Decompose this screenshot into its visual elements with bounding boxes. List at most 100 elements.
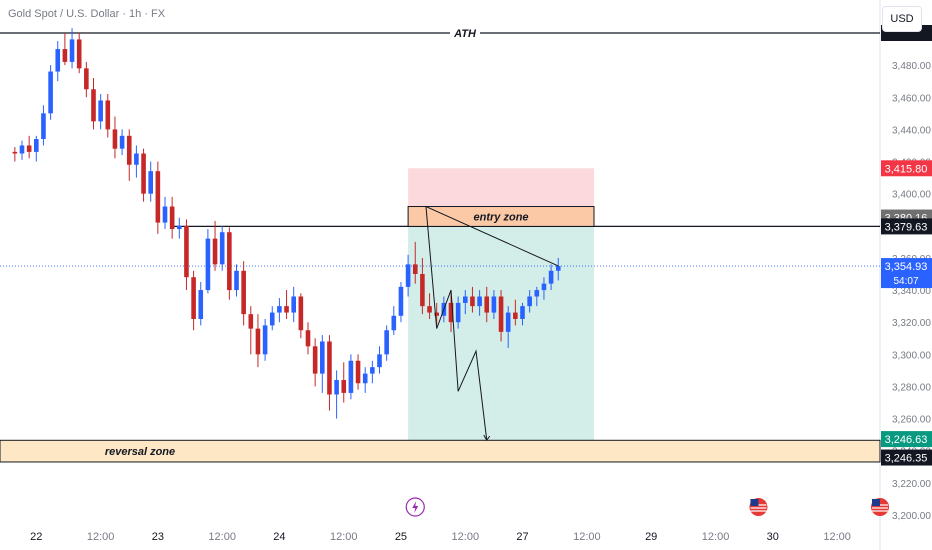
y-tick-label: 3,220.00	[892, 479, 931, 490]
candle	[520, 302, 525, 326]
candle	[169, 196, 175, 239]
reversal-zone-box	[0, 439, 881, 463]
price-tag: 3,246.35	[881, 449, 932, 466]
candle-body	[262, 325, 268, 355]
us-flag-icon	[871, 498, 889, 516]
candle	[434, 302, 439, 326]
candle	[119, 129, 125, 156]
candle-body	[234, 270, 239, 291]
y-tick-label: 3,480.00	[892, 61, 931, 72]
candle	[126, 129, 132, 181]
price-tag-label: 3,246.35	[885, 453, 928, 465]
flag-canton	[750, 499, 759, 506]
x-tick-label: 12:00	[330, 531, 358, 543]
x-tick-label: 22	[30, 531, 42, 543]
x-tick-label: 30	[767, 531, 779, 543]
candle-body	[198, 290, 204, 319]
x-tick-label: 27	[516, 531, 528, 543]
candle	[269, 306, 275, 331]
y-tick-label: 3,400.00	[892, 190, 931, 201]
candle-body	[477, 296, 482, 307]
candle-body	[327, 341, 332, 395]
candle-body	[148, 171, 153, 194]
candle	[155, 161, 161, 234]
candle-body	[291, 296, 296, 313]
candle-body	[555, 265, 561, 271]
candle-body	[169, 206, 175, 230]
candle-body	[191, 277, 196, 319]
candle-body	[520, 306, 525, 319]
candle-body	[391, 315, 397, 331]
candle-body	[155, 171, 161, 223]
candle-body	[505, 312, 511, 332]
y-tick-label: 3,200.00	[892, 511, 931, 522]
candle-body	[112, 129, 118, 149]
candle	[355, 354, 361, 390]
candle-body	[34, 139, 39, 152]
candle-body	[362, 373, 368, 384]
candle	[205, 229, 211, 294]
price-tag-box	[881, 258, 932, 289]
candle	[305, 322, 311, 355]
candle-body	[219, 232, 225, 265]
candle	[391, 306, 397, 336]
candle-body	[162, 206, 168, 223]
entry-zone-label: entry zone	[474, 211, 529, 223]
reversal-zone-label: reversal zone	[105, 446, 175, 458]
candle	[55, 41, 61, 82]
candle	[534, 286, 540, 307]
candle	[48, 65, 53, 120]
candle	[291, 286, 296, 323]
candle-body	[55, 49, 61, 72]
candle	[141, 148, 146, 202]
candle-body	[205, 238, 211, 291]
candle-body	[398, 286, 404, 316]
candle-body	[484, 296, 490, 313]
currency-button[interactable]: USD	[882, 6, 922, 32]
candle	[69, 28, 75, 69]
candle	[405, 254, 411, 297]
candle-body	[548, 270, 554, 284]
candle	[184, 219, 189, 291]
candle-body	[348, 360, 354, 393]
candle-body	[455, 302, 461, 323]
candle	[177, 217, 182, 239]
price-tag-label: 3,246.63	[885, 434, 928, 446]
candle-body	[48, 71, 53, 114]
price-countdown: 54:07	[893, 276, 918, 287]
candle	[12, 147, 18, 162]
candle	[277, 298, 282, 323]
price-tag-box	[881, 449, 932, 466]
candle-body	[412, 264, 418, 274]
candle	[34, 135, 39, 162]
y-tick-label: 3,300.00	[892, 350, 931, 361]
candle	[255, 314, 261, 368]
candle	[234, 264, 239, 297]
candle-body	[62, 49, 68, 62]
candle-body	[269, 312, 275, 326]
candle-body	[355, 360, 361, 384]
x-tick-label: 23	[152, 531, 164, 543]
candle	[134, 145, 139, 178]
candle	[148, 161, 153, 202]
lightning-bolt	[412, 501, 419, 513]
candle	[384, 325, 389, 361]
candle	[62, 33, 68, 66]
candle-body	[377, 354, 382, 368]
candle	[527, 290, 532, 313]
candle	[370, 360, 375, 384]
candle	[334, 370, 339, 419]
candle	[555, 257, 561, 281]
candle-body	[277, 306, 282, 313]
price-tag: 3,379.63	[881, 218, 932, 235]
candle	[498, 290, 504, 342]
x-tick-label: 12:00	[452, 531, 480, 543]
candle	[541, 277, 547, 300]
candle-body	[91, 89, 96, 122]
candle	[284, 290, 289, 319]
y-tick-label: 3,340.00	[892, 286, 931, 297]
candle	[298, 293, 304, 339]
price-tag: 3,246.63	[881, 431, 932, 448]
x-tick-label: 12:00	[208, 531, 236, 543]
